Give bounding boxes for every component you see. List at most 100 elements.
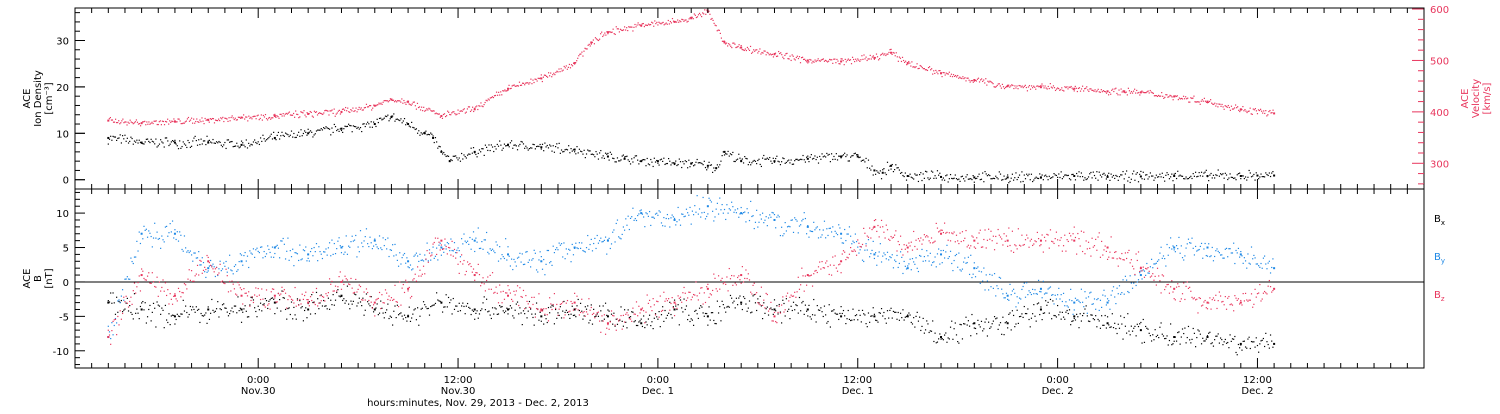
velocity-sample bbox=[1057, 87, 1058, 88]
by-sample bbox=[432, 247, 433, 248]
by-sample bbox=[406, 257, 407, 258]
bx-sample bbox=[1108, 324, 1109, 325]
bz-sample bbox=[161, 287, 162, 288]
by-sample bbox=[273, 257, 274, 258]
bz-sample bbox=[166, 295, 167, 296]
bx-sample bbox=[223, 303, 224, 304]
velocity-sample bbox=[1077, 91, 1078, 92]
ion-density-sample bbox=[694, 164, 695, 165]
velocity-sample bbox=[602, 36, 603, 37]
bx-sample bbox=[964, 323, 965, 324]
bx-sample bbox=[648, 318, 649, 319]
velocity-sample bbox=[920, 65, 921, 66]
velocity-sample bbox=[1210, 99, 1211, 100]
by-sample bbox=[187, 250, 188, 251]
velocity-sample bbox=[1231, 106, 1232, 107]
velocity-sample bbox=[610, 32, 611, 33]
bz-sample bbox=[127, 303, 128, 304]
ion-density-sample bbox=[758, 159, 759, 160]
velocity-sample bbox=[894, 52, 895, 53]
velocity-sample bbox=[851, 63, 852, 64]
by-sample bbox=[181, 249, 182, 250]
ion-density-sample bbox=[289, 136, 290, 137]
ion-density-sample bbox=[431, 134, 432, 135]
bx-sample bbox=[693, 325, 694, 326]
ion-density-sample bbox=[1095, 178, 1096, 179]
ion-density-sample bbox=[170, 144, 171, 145]
velocity-sample bbox=[693, 18, 694, 19]
velocity-sample bbox=[566, 65, 567, 66]
velocity-sample bbox=[772, 54, 773, 55]
ion-density-sample bbox=[1247, 177, 1248, 178]
by-sample bbox=[467, 241, 468, 242]
velocity-sample bbox=[155, 121, 156, 122]
ion-density-point bbox=[624, 158, 626, 160]
ion-density-sample bbox=[135, 142, 136, 143]
by-sample bbox=[1257, 263, 1258, 264]
velocity-sample bbox=[986, 85, 987, 86]
bx-sample bbox=[383, 312, 384, 313]
ion-density-sample bbox=[253, 141, 254, 142]
velocity-sample bbox=[608, 31, 609, 32]
velocity-sample bbox=[496, 92, 497, 93]
bz-sample bbox=[454, 249, 455, 250]
bx-sample bbox=[868, 312, 869, 313]
by-sample bbox=[668, 218, 669, 219]
by-sample bbox=[265, 256, 266, 257]
ion-density-sample bbox=[648, 163, 649, 164]
ion-density-sample bbox=[474, 152, 475, 153]
by-sample bbox=[505, 238, 506, 239]
ion-density-sample bbox=[1195, 172, 1196, 173]
ion-density-sample bbox=[654, 158, 655, 159]
by-sample bbox=[896, 255, 897, 256]
ion-density-sample bbox=[978, 174, 979, 175]
bx-sample bbox=[235, 305, 236, 306]
velocity-sample bbox=[242, 117, 243, 118]
bx-sample bbox=[776, 305, 777, 306]
by-sample bbox=[540, 251, 541, 252]
bx-sample bbox=[485, 309, 486, 310]
by-sample bbox=[512, 269, 513, 270]
ion-density-sample bbox=[1033, 179, 1034, 180]
top-right-axis-title-line: Velocity bbox=[1471, 79, 1482, 118]
bz-sample bbox=[279, 295, 280, 296]
velocity-sample bbox=[843, 60, 844, 61]
bx-sample bbox=[387, 304, 388, 305]
velocity-sample bbox=[355, 107, 356, 108]
ion-density-sample bbox=[658, 164, 659, 165]
velocity-sample bbox=[468, 106, 469, 107]
bx-sample bbox=[1178, 331, 1179, 332]
velocity-sample bbox=[444, 113, 445, 114]
ion-density-point bbox=[882, 172, 884, 174]
velocity-sample bbox=[959, 77, 960, 78]
velocity-sample bbox=[455, 114, 456, 115]
bz-sample bbox=[776, 322, 777, 323]
bz-sample bbox=[601, 315, 602, 316]
bz-sample bbox=[730, 278, 731, 279]
by-sample bbox=[767, 225, 768, 226]
bz-sample bbox=[656, 301, 657, 302]
bz-sample bbox=[151, 283, 152, 284]
bx-sample bbox=[322, 305, 323, 306]
velocity-sample bbox=[143, 121, 144, 122]
velocity-sample bbox=[1211, 103, 1212, 104]
velocity-sample bbox=[980, 79, 981, 80]
bx-sample bbox=[441, 302, 442, 303]
bx-sample bbox=[1139, 323, 1140, 324]
by-sample bbox=[156, 232, 157, 233]
ion-density-sample bbox=[325, 126, 326, 127]
velocity-sample bbox=[1264, 113, 1265, 114]
ion-density-sample bbox=[1132, 173, 1133, 174]
bx-sample bbox=[901, 317, 902, 318]
by-sample bbox=[292, 249, 293, 250]
by-sample bbox=[745, 221, 746, 222]
by-sample bbox=[1080, 302, 1081, 303]
by-point bbox=[207, 267, 209, 269]
series-bx bbox=[107, 286, 1275, 356]
velocity-sample bbox=[118, 120, 119, 121]
bz-sample bbox=[330, 284, 331, 285]
ion-density-sample bbox=[233, 146, 234, 147]
bz-sample bbox=[446, 246, 447, 247]
velocity-sample bbox=[875, 57, 876, 58]
velocity-sample bbox=[553, 73, 554, 74]
